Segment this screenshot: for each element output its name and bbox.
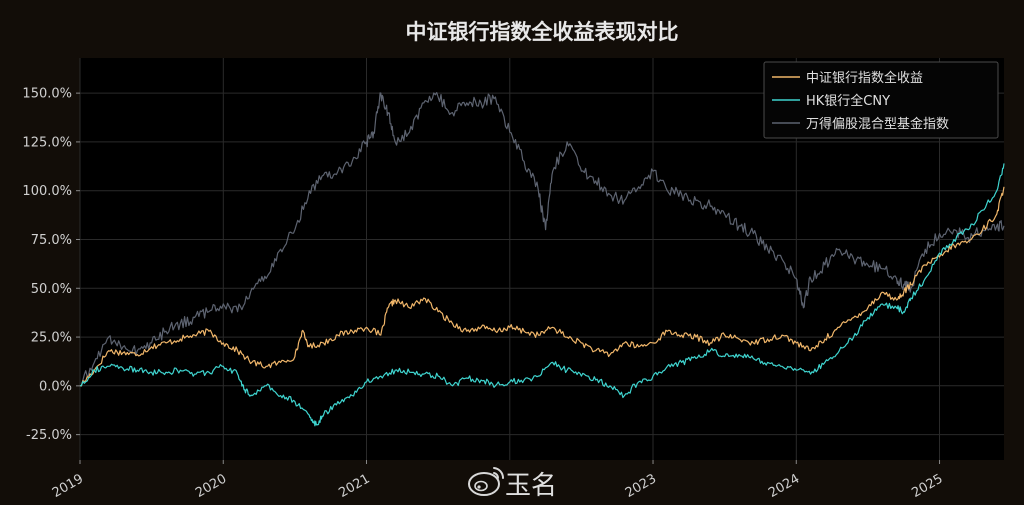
legend-box [763,61,999,139]
watermark: 玉名 [468,467,557,501]
series-lines [79,91,1005,427]
chart-title: 中证银行指数全收益表现对比 [406,20,679,44]
x-tick-label: 2019 [50,471,86,501]
series-line-3 [79,91,1005,387]
weibo-logo-icon [468,467,505,496]
y-tick-label: 75.0% [31,233,72,248]
y-tick-label: 25.0% [31,331,72,346]
legend-label: 中证银行指数全收益 [806,70,923,86]
y-tick-label: 0.0% [39,379,72,394]
y-tick-label: 100.0% [22,184,72,199]
x-tick-label: 2024 [766,471,802,501]
y-tick-label: 125.0% [22,135,72,150]
x-tick-label: 2023 [623,471,659,501]
y-tick-label: -25.0% [26,428,72,443]
x-tick-label: 2021 [336,471,372,501]
series-line-1 [79,186,1005,387]
legend-label: HK银行全CNY [806,93,890,109]
y-axis: -25.0% 0.0% 25.0% 50.0% 75.0% 100.0% 125.0% 150… [22,87,80,443]
x-tick-label: 2020 [193,471,229,501]
x-tick-label: 2025 [909,471,945,501]
series-line-2 [79,163,1005,427]
legend: 中证银行指数全收益 HK银行全CNY 万得偏股混合型基金指数 [763,61,999,139]
legend-label: 万得偏股混合型基金指数 [806,116,949,132]
grid-lines [79,58,1004,460]
watermark-text: 玉名 [505,471,557,501]
y-tick-label: 150.0% [22,87,72,102]
y-tick-label: 50.0% [31,282,72,297]
